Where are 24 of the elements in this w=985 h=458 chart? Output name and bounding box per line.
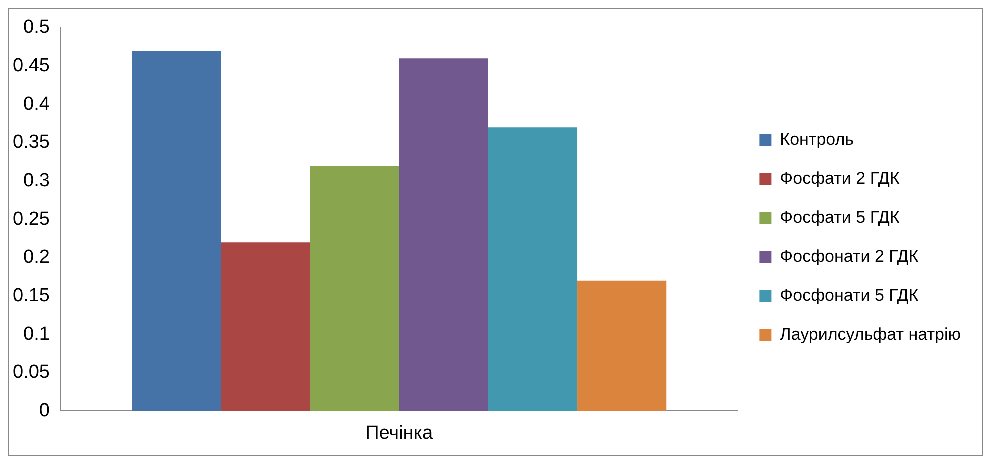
legend-label: Фосфонати 2 ГДК	[780, 247, 919, 266]
y-tick-label: 0.45	[12, 56, 50, 77]
bar	[132, 50, 222, 412]
y-tick-label: 0.2	[24, 247, 50, 268]
legend-label: Фосфонати 5 ГДК	[780, 286, 919, 306]
bar	[221, 242, 310, 412]
bar	[488, 128, 578, 412]
legend-label: Контроль	[780, 130, 854, 150]
bar	[310, 166, 400, 412]
y-tick-label: 0.5	[24, 17, 50, 38]
y-tick-label: 0.15	[12, 285, 50, 306]
legend-label: Лаурилсульфат натрію	[780, 325, 962, 344]
legend-label: Фосфати 2 ГДК	[780, 169, 900, 188]
y-tick-label: 0.1	[24, 324, 50, 345]
y-tick-label: 0	[39, 400, 50, 422]
y-tick-label: 0.05	[12, 362, 50, 384]
bar	[399, 58, 488, 412]
y-tick-label: 0.4	[24, 94, 50, 115]
y-tick-label: 0.35	[12, 132, 50, 154]
y-tick-label: 0.25	[12, 208, 50, 230]
x-tick-label: Печінка	[366, 422, 434, 444]
legend-label: Фосфати 5 ГДК	[780, 208, 900, 228]
bar	[578, 280, 667, 412]
y-tick-label: 0.3	[24, 170, 50, 192]
